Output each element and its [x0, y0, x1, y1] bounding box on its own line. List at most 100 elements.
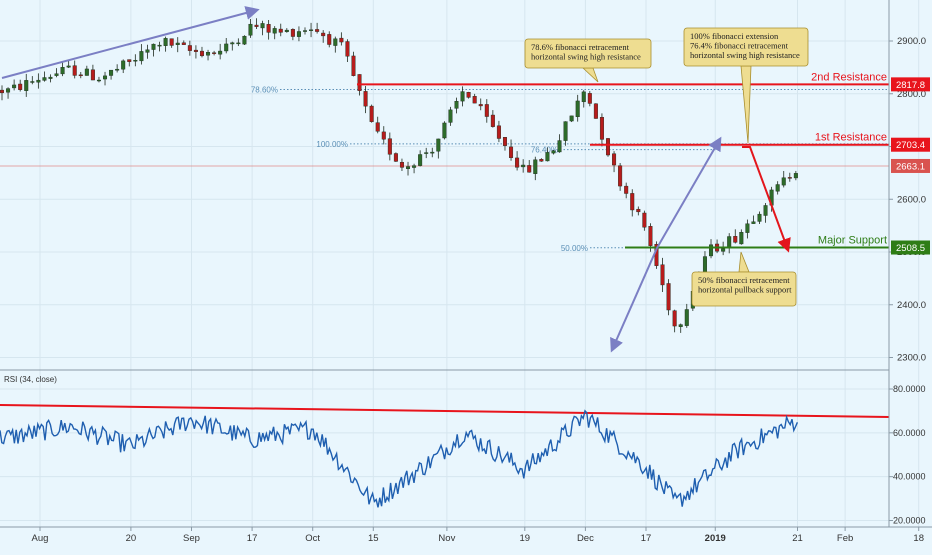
candle-23	[139, 44, 144, 65]
candle-131	[793, 170, 798, 181]
candle-49	[296, 26, 301, 42]
candle-103	[624, 182, 629, 199]
candle-25	[151, 43, 156, 57]
candle-6	[36, 73, 41, 89]
candle-27	[163, 36, 168, 52]
candle-43	[260, 20, 265, 36]
candle-20	[121, 59, 126, 74]
candle-98	[593, 103, 598, 119]
candle-80	[484, 99, 489, 123]
candle-28	[169, 38, 174, 48]
date-tick-12: Feb	[837, 533, 853, 544]
current-price-badge-text: 2663.1	[896, 161, 925, 172]
candle-44	[266, 20, 271, 40]
trend-arrows	[1, 6, 791, 353]
candle-64	[387, 132, 392, 161]
candle-4	[24, 73, 29, 97]
candle-10	[60, 61, 65, 77]
candle-5	[30, 76, 35, 85]
candle-101	[612, 151, 617, 173]
level-badge-2	[891, 240, 930, 255]
candle-46	[278, 23, 283, 37]
candle-19	[115, 64, 120, 73]
rsi-line	[0, 409, 799, 508]
candle-7	[42, 71, 47, 82]
uptrend-arrow	[1, 6, 260, 79]
candle-54	[327, 31, 332, 48]
candle-31	[187, 40, 192, 56]
candle-57	[345, 39, 350, 63]
candle-72	[436, 138, 441, 159]
candle-35	[212, 50, 217, 56]
candle-87	[527, 160, 532, 173]
price-tick-3: 2600.0	[897, 194, 926, 205]
candle-0	[0, 85, 4, 101]
candle-13	[78, 71, 83, 79]
rsi-tick-0: 20.0000	[893, 516, 926, 526]
date-tick-2: Sep	[183, 533, 200, 544]
candle-71	[430, 147, 435, 158]
candle-125	[757, 211, 762, 224]
candle-128	[775, 181, 780, 195]
annotation-1-line-2: horizontal swing high resistance	[690, 50, 800, 60]
candle-26	[157, 41, 162, 52]
candle-9	[54, 68, 59, 78]
level-label-2: Major Support	[818, 235, 887, 247]
candle-16	[96, 76, 101, 83]
level-label-1: 1st Resistance	[815, 132, 887, 144]
abcd-leg-up-arrow	[656, 136, 722, 249]
candle-86	[521, 159, 526, 173]
candle-110	[666, 279, 671, 316]
annotation-1-line-1: 76.4% fibonacci retracement	[690, 41, 789, 51]
abcd-leg-down-arrow	[610, 247, 658, 353]
candle-24	[145, 44, 150, 59]
candle-21	[127, 59, 132, 67]
candle-76	[460, 86, 465, 107]
candle-42	[254, 18, 259, 29]
candle-11	[66, 60, 71, 69]
candle-3	[18, 79, 23, 92]
candle-12	[72, 60, 77, 79]
rsi-tick-2: 60.0000	[893, 428, 926, 438]
candle-52	[315, 22, 320, 34]
candle-53	[321, 30, 326, 43]
fib-label-0: 78.60%	[251, 86, 278, 95]
candle-17	[103, 71, 108, 86]
candle-129	[781, 170, 786, 188]
candle-122	[739, 229, 744, 245]
candle-77	[466, 91, 471, 99]
candle-36	[218, 43, 223, 60]
fib-label-2: 76.40%	[531, 146, 558, 155]
candle-51	[309, 22, 314, 38]
candle-97	[587, 91, 592, 107]
candle-85	[515, 151, 520, 171]
rsi-panel: RSI (34, close)	[0, 369, 890, 508]
candle-2	[12, 79, 17, 91]
candle-61	[369, 104, 374, 123]
candle-96	[581, 90, 586, 108]
candle-123	[745, 219, 750, 239]
candle-62	[375, 116, 380, 134]
date-tick-13: 18	[913, 533, 924, 544]
candle-126	[763, 203, 768, 223]
rsi-trendline	[0, 404, 890, 418]
candle-37	[224, 38, 229, 54]
candle-8	[48, 74, 53, 83]
candle-50	[303, 27, 308, 35]
candle-74	[448, 106, 453, 126]
grid	[0, 0, 920, 527]
candle-100	[606, 137, 611, 157]
date-tick-3: 17	[247, 533, 258, 544]
candle-113	[684, 303, 689, 328]
candle-106	[642, 210, 647, 231]
date-tick-0: Aug	[32, 533, 49, 544]
date-tick-7: 19	[520, 533, 531, 544]
candle-75	[454, 97, 459, 114]
price-tick-1: 2400.0	[897, 300, 926, 311]
level-badge-1	[891, 137, 930, 152]
candle-117	[709, 239, 714, 259]
candle-73	[442, 121, 447, 140]
candle-66	[399, 158, 404, 172]
